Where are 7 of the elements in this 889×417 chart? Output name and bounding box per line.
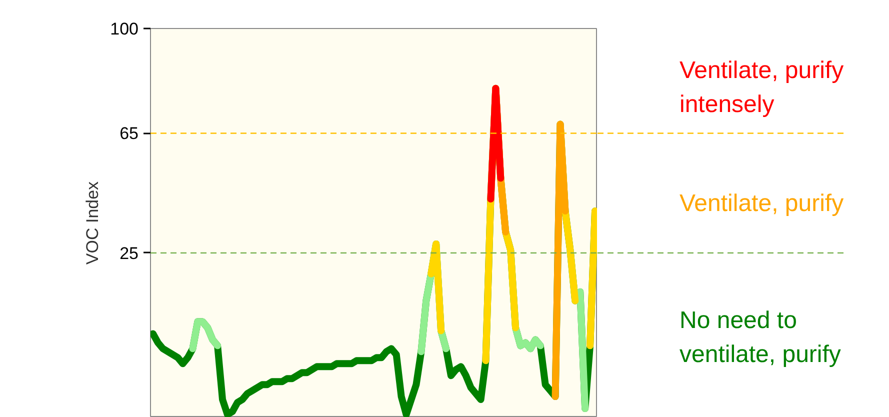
text: Ventilate, purify xyxy=(680,190,844,217)
text: No need to ventilate, purify xyxy=(680,307,841,368)
y-tick-label: 100 xyxy=(110,20,139,38)
text: Ventilate, purify intensely xyxy=(680,57,844,118)
y-tick-label: 65 xyxy=(120,124,139,144)
y-axis-title: VOC Index xyxy=(83,180,102,265)
y-tick-label: 25 xyxy=(120,244,139,263)
